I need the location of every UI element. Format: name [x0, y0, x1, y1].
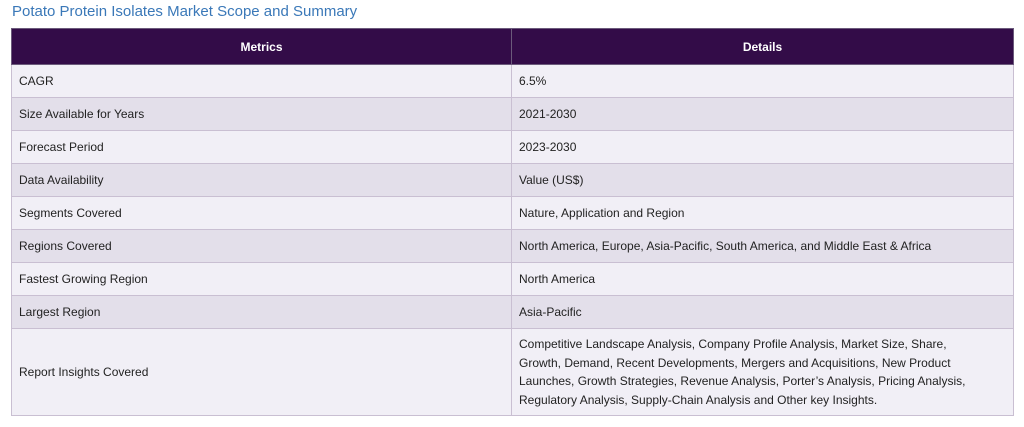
detail-cell: North America, Europe, Asia-Pacific, Sou… [511, 229, 1014, 263]
metric-cell: Report Insights Covered [11, 328, 512, 416]
metric-cell: Segments Covered [11, 196, 512, 230]
detail-cell: 2023-2030 [511, 130, 1014, 164]
detail-cell: Value (US$) [511, 163, 1014, 197]
page-title: Potato Protein Isolates Market Scope and… [12, 3, 358, 20]
table-row: Report Insights Covered Competitive Land… [11, 328, 1014, 416]
market-scope-table: Metrics Details CAGR 6.5% Size Available… [11, 28, 1014, 416]
metric-cell: Regions Covered [11, 229, 512, 263]
table-row: Data Availability Value (US$) [11, 163, 1014, 197]
table-row: Largest Region Asia-Pacific [11, 295, 1014, 329]
table-row: Regions Covered North America, Europe, A… [11, 229, 1014, 263]
metric-cell: Largest Region [11, 295, 512, 329]
detail-cell: 2021-2030 [511, 97, 1014, 131]
detail-cell: 6.5% [511, 64, 1014, 98]
metric-cell: Forecast Period [11, 130, 512, 164]
detail-cell: Competitive Landscape Analysis, Company … [511, 328, 1014, 416]
detail-cell: Asia-Pacific [511, 295, 1014, 329]
metric-cell: Data Availability [11, 163, 512, 197]
table-row: Segments Covered Nature, Application and… [11, 196, 1014, 230]
metric-cell: Size Available for Years [11, 97, 512, 131]
table-row: Fastest Growing Region North America [11, 262, 1014, 296]
metrics-column-header: Metrics [11, 28, 512, 65]
metric-cell: Fastest Growing Region [11, 262, 512, 296]
details-column-header: Details [511, 28, 1014, 65]
table-header-row: Metrics Details [11, 28, 1014, 65]
detail-cell: Nature, Application and Region [511, 196, 1014, 230]
table-row: Forecast Period 2023-2030 [11, 130, 1014, 164]
table-row: CAGR 6.5% [11, 64, 1014, 98]
detail-cell: North America [511, 262, 1014, 296]
table-row: Size Available for Years 2021-2030 [11, 97, 1014, 131]
metric-cell: CAGR [11, 64, 512, 98]
